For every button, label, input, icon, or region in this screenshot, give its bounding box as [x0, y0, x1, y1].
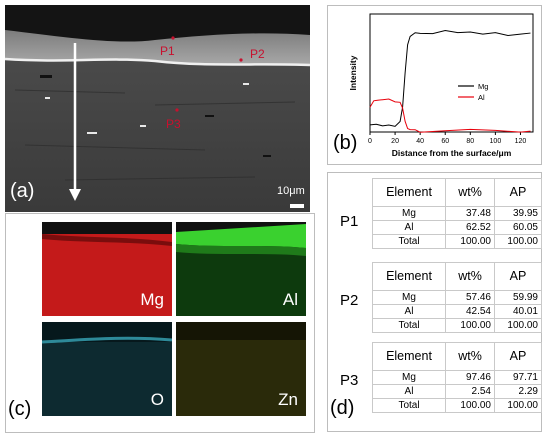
table-row: Total 100.00 100.00 — [372, 234, 542, 249]
x-tick-label: 120 — [515, 138, 527, 145]
map-zn-texture — [176, 322, 306, 416]
header-wt: wt% — [445, 342, 495, 371]
table-row: Al 2.54 2.29 — [372, 384, 542, 399]
cell-ap: 2.29 — [494, 384, 542, 399]
scale-bar-label: 10μm — [277, 185, 305, 197]
cell-wt: 57.46 — [445, 290, 495, 305]
table-row: Mg 97.46 97.71 — [372, 370, 542, 385]
cell-element: Mg — [372, 206, 446, 221]
table-row: Mg 57.46 59.99 — [372, 290, 542, 305]
map-zn-label: Zn — [278, 390, 298, 409]
sem-image: P1 P2 P3 10μm (a) — [5, 5, 310, 212]
panel-d-letter: (d) — [330, 397, 355, 419]
y-axis-label: Intensity — [348, 55, 358, 90]
cell-wt: 97.46 — [445, 370, 495, 385]
cell-ap: 59.99 — [494, 290, 542, 305]
cell-wt: 100.00 — [445, 398, 495, 413]
cell-element: Mg — [372, 290, 446, 305]
map-mg-label: Mg — [140, 290, 164, 309]
panel-a-letter: (a) — [10, 180, 35, 202]
map-al: Al — [176, 222, 306, 316]
cell-ap: 40.01 — [494, 304, 542, 319]
map-o-texture — [42, 322, 172, 416]
series-line-al — [369, 98, 531, 133]
cell-wt: 42.54 — [445, 304, 495, 319]
header-ap: AP — [494, 342, 542, 371]
cell-ap: 60.05 — [494, 220, 542, 235]
cell-ap: 100.00 — [494, 398, 542, 413]
header-ap: AP — [494, 262, 542, 291]
panel-b: 0 20 40 60 80 100 120 Distance from the surface… — [327, 5, 542, 165]
cell-wt: 100.00 — [445, 234, 495, 249]
cell-ap: 39.95 — [494, 206, 542, 221]
cell-wt: 2.54 — [445, 384, 495, 399]
plot-frame — [369, 13, 534, 133]
table-row: Total 100.00 100.00 — [372, 398, 542, 413]
cell-wt: 100.00 — [445, 318, 495, 333]
cell-element: Mg — [372, 370, 446, 385]
table-row: Al 62.52 60.05 — [372, 220, 542, 235]
x-tick-label: 20 — [391, 138, 399, 145]
table-row: Al 42.54 40.01 — [372, 304, 542, 319]
header-wt: wt% — [445, 262, 495, 291]
map-mg-texture — [42, 222, 172, 316]
header-wt: wt% — [445, 178, 495, 207]
cell-element: Al — [372, 384, 446, 399]
panel-b-letter: (b) — [333, 132, 358, 154]
map-zn: Zn — [176, 322, 306, 416]
header-element: Element — [372, 342, 446, 371]
map-o-label: O — [150, 390, 164, 409]
header-element: Element — [372, 178, 446, 207]
legend-label-al: Al — [478, 93, 485, 102]
map-o: O — [42, 322, 172, 416]
x-tick-label: 0 — [368, 138, 372, 145]
x-tick-label: 80 — [466, 138, 474, 145]
x-tick-label: 100 — [490, 138, 502, 145]
composition-table-p3: Element wt% AP Mg 97.46 97.71 Al 2.54 2.… — [372, 342, 542, 413]
cell-ap: 97.71 — [494, 370, 542, 385]
map-mg: Mg — [42, 222, 172, 316]
point-label-p1: P1 — [160, 44, 175, 58]
cell-element: Total — [372, 318, 446, 333]
cell-ap: 100.00 — [494, 234, 542, 249]
cell-element: Al — [372, 220, 446, 235]
table-row: Total 100.00 100.00 — [372, 318, 542, 333]
table-p1-label: P1 — [340, 213, 359, 230]
cell-wt: 37.48 — [445, 206, 495, 221]
composition-table-p1: Element wt% AP Mg 37.48 39.95 Al 62.52 6… — [372, 178, 542, 249]
legend-label-mg: Mg — [478, 82, 488, 91]
header-ap: AP — [494, 178, 542, 207]
cell-element: Al — [372, 304, 446, 319]
table-p2-label: P2 — [340, 292, 359, 309]
sem-micrograph — [5, 5, 310, 212]
x-tick-label: 60 — [441, 138, 449, 145]
cell-wt: 62.52 — [445, 220, 495, 235]
cell-ap: 100.00 — [494, 318, 542, 333]
map-al-label: Al — [282, 290, 298, 309]
composition-table-p2: Element wt% AP Mg 57.46 59.99 Al 42.54 4… — [372, 262, 542, 333]
panel-c-letter: (c) — [8, 398, 32, 420]
x-tick-label: 40 — [416, 138, 424, 145]
x-axis-label: Distance from the surface/μm — [392, 148, 512, 158]
cell-element: Total — [372, 234, 446, 249]
map-al-texture — [176, 222, 306, 316]
point-label-p2: P2 — [250, 47, 265, 61]
series-line-mg — [369, 29, 531, 127]
header-element: Element — [372, 262, 446, 291]
table-row: Mg 37.48 39.95 — [372, 206, 542, 221]
point-label-p3: P3 — [166, 117, 181, 131]
table-p3-label: P3 — [340, 372, 359, 389]
cell-element: Total — [372, 398, 446, 413]
